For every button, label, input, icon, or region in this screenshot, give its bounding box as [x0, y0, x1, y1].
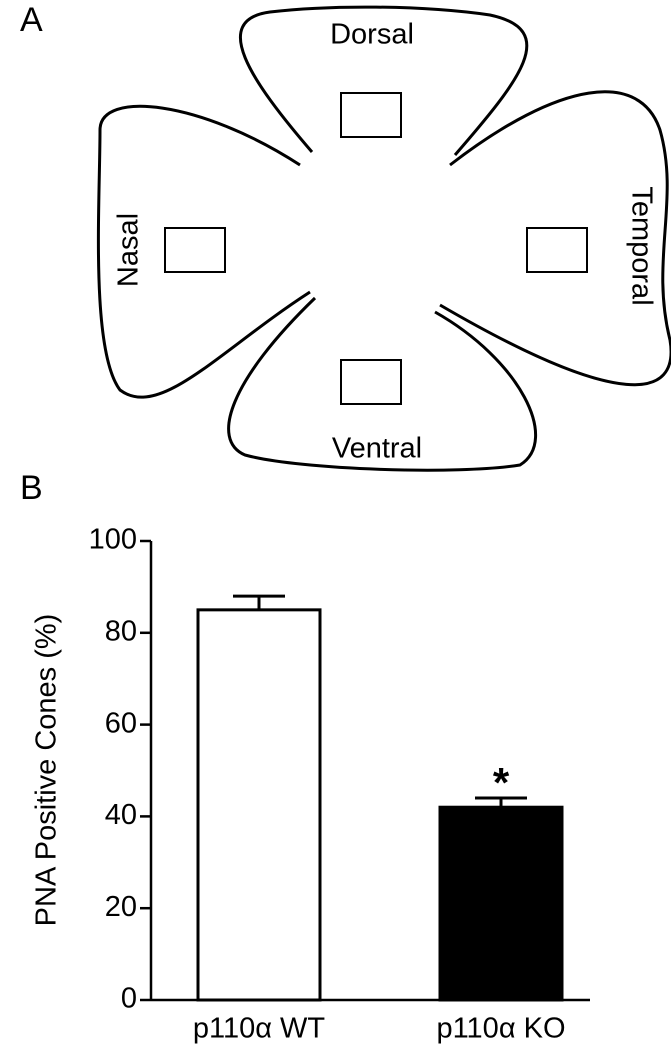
x-tick-label: p110α KO [436, 1013, 565, 1045]
outline [227, 296, 538, 472]
bar [438, 805, 564, 1002]
significance-mark: * [493, 759, 510, 806]
sample-box [340, 92, 402, 138]
outline [96, 104, 311, 399]
sample-box [340, 359, 402, 405]
outline [239, 5, 529, 156]
x-tick-label: p110α WT [193, 1013, 326, 1045]
retina-diagram: Dorsal Temporal Ventral Nasal [96, 5, 671, 472]
region-label: Dorsal [330, 19, 414, 51]
region-label: Ventral [332, 433, 422, 465]
panel-label: B [20, 469, 43, 507]
y-tick-label: 0 [121, 983, 137, 1015]
sample-box [526, 227, 588, 273]
region-label: Nasal [113, 213, 145, 287]
panel-label: A [20, 1, 43, 39]
outline [439, 90, 671, 387]
y-tick-label: 40 [105, 799, 137, 831]
y-tick-label: 60 [105, 707, 137, 739]
bar [196, 608, 322, 1002]
y-axis-label: PNA Positive Cones (%) [31, 614, 63, 927]
sample-box [164, 227, 226, 273]
y-tick-label: 20 [105, 891, 137, 923]
y-tick-label: 80 [105, 615, 137, 647]
region-label: Temporal [625, 186, 657, 305]
y-tick-label: 100 [89, 524, 137, 556]
